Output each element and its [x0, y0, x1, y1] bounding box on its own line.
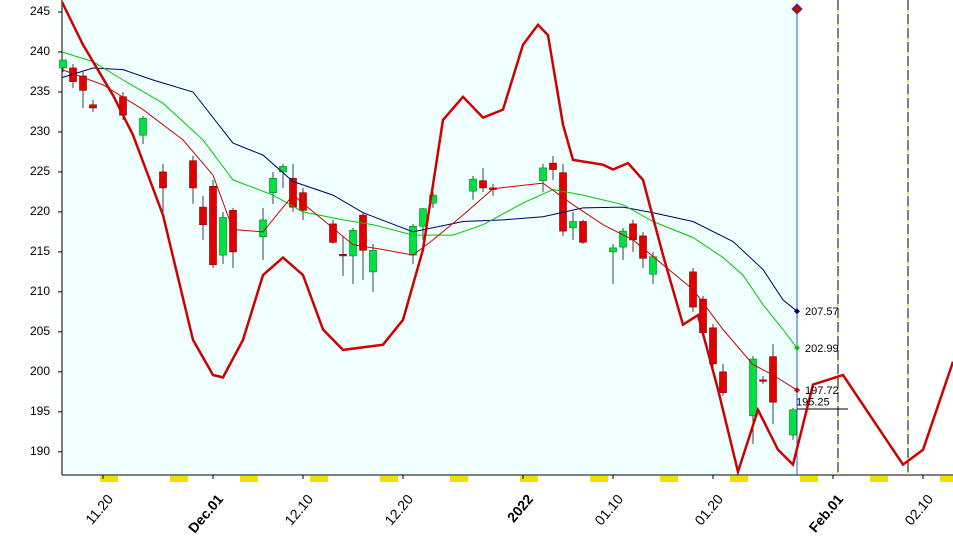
y-tick-label: 205 [30, 324, 50, 338]
candle-body [539, 167, 547, 182]
x-tick-label: 12.10 [281, 491, 316, 528]
y-tick-label: 210 [30, 284, 50, 298]
x-tick-label: 01.20 [691, 491, 726, 528]
weekend-marker [310, 476, 328, 482]
candle-body [289, 178, 297, 208]
candle-body [329, 223, 337, 243]
candle-body [419, 208, 427, 227]
x-tick-label: 11.20 [82, 491, 116, 527]
candle-body [339, 253, 347, 257]
candle-body [59, 59, 67, 69]
weekend-marker [590, 476, 608, 482]
candle-body [469, 178, 477, 192]
value-annotation: 202.99 [805, 343, 839, 355]
line [61, 51, 798, 349]
candle-body [719, 371, 727, 393]
weekend-marker [170, 476, 188, 482]
y-tick-label: 215 [30, 244, 50, 258]
value-annotation: 197.72 [805, 385, 839, 397]
y-tick-label: 195 [30, 404, 50, 418]
y-tick-label: 200 [30, 364, 50, 378]
y-tick-label: 225 [30, 164, 50, 178]
end-marker [794, 387, 800, 394]
cursor-marker [791, 3, 803, 15]
candle-body [479, 180, 487, 189]
candle-body [639, 235, 647, 259]
value-annotation: 207.57 [805, 306, 839, 318]
line [61, 69, 798, 391]
candle-body [789, 409, 797, 436]
candle-body [299, 192, 307, 211]
x-tick-label: Feb.01 [805, 491, 846, 535]
weekend-marker [870, 476, 888, 482]
candle-body [649, 256, 657, 275]
candle-body [609, 247, 617, 253]
weekend-marker [240, 476, 258, 482]
candle-body [569, 221, 577, 229]
y-tick-label: 235 [30, 84, 50, 98]
end-marker [794, 344, 800, 351]
x-tick-label: 12.20 [381, 491, 416, 528]
line [61, 67, 798, 312]
y-tick-label: 240 [30, 44, 50, 58]
candle-body [199, 206, 207, 226]
candle-body [219, 217, 227, 256]
candle-body [139, 118, 147, 136]
plot-background [62, 0, 797, 475]
candle-body [359, 214, 367, 251]
weekend-marker [660, 476, 678, 482]
line [60, 1, 953, 477]
candle-body [709, 327, 717, 365]
x-tick-label: Dec.01 [185, 491, 226, 536]
y-tick-label: 220 [30, 204, 50, 218]
value-annotation: 195.25 [796, 397, 830, 409]
candle-body [749, 358, 757, 417]
candle-body [159, 171, 167, 189]
candle-body [79, 75, 87, 91]
candle-body [369, 249, 377, 273]
weekend-marker [380, 476, 398, 482]
candle-body [559, 172, 567, 232]
end-marker [794, 308, 800, 315]
candle-body [229, 210, 237, 253]
y-tick-label: 230 [30, 124, 50, 138]
candle-body [429, 194, 437, 204]
weekend-marker [800, 476, 818, 482]
candle-body [269, 178, 277, 194]
weekend-marker [520, 476, 538, 482]
candle-body [769, 356, 777, 403]
candle-body [89, 104, 97, 109]
candle-body [619, 230, 627, 248]
x-tick-label: 02.10 [901, 491, 936, 528]
weekend-marker [100, 476, 118, 482]
x-tick-label: 2022 [504, 491, 536, 525]
candle-body [549, 162, 557, 170]
candle-body [759, 379, 767, 382]
weekend-marker [730, 476, 748, 482]
candle-body [629, 223, 637, 241]
candle-body [189, 160, 197, 189]
y-tick-label: 190 [30, 444, 50, 458]
weekend-marker [940, 476, 953, 482]
candle-body [579, 221, 587, 243]
x-tick-label: 01.10 [591, 491, 626, 528]
candle-body [209, 186, 217, 265]
weekend-marker [450, 476, 468, 482]
y-tick-label: 245 [30, 4, 50, 18]
candle-body [349, 230, 357, 257]
